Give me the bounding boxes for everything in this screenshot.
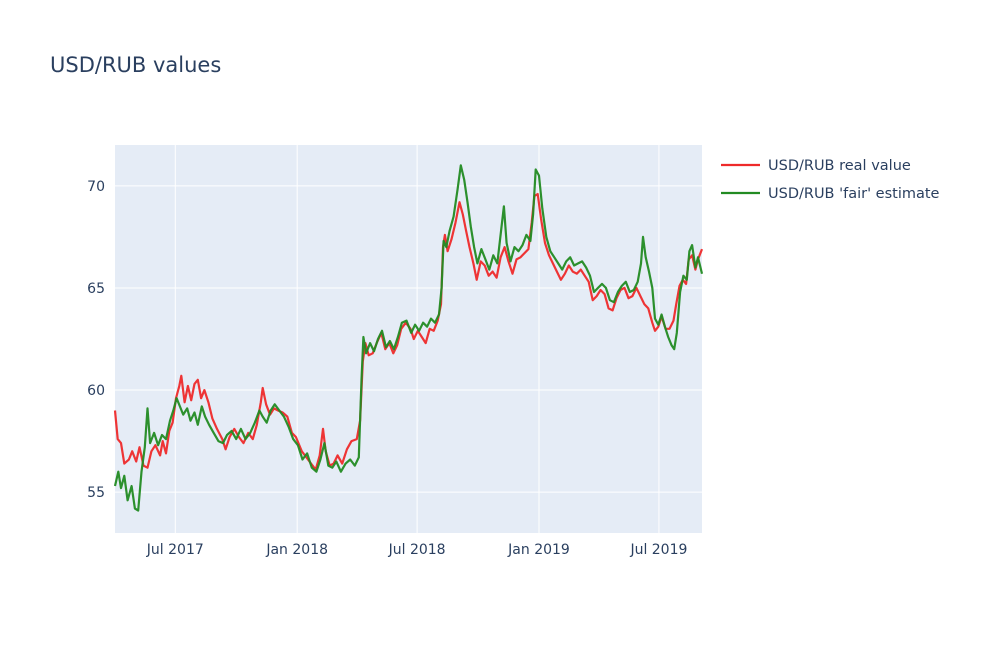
x-tick-label: Jan 2018 bbox=[265, 542, 328, 558]
y-tick-label: 65 bbox=[87, 281, 105, 297]
x-tick-label: Jul 2018 bbox=[388, 542, 446, 558]
series-lines bbox=[113, 164, 704, 512]
y-tick-label: 55 bbox=[87, 485, 105, 501]
legend-item-2[interactable]: USD/RUB 'fair' estimate bbox=[721, 186, 940, 202]
y-tick-label: 70 bbox=[87, 179, 105, 195]
legend[interactable]: USD/RUB real value USD/RUB 'fair' estimat… bbox=[721, 158, 940, 202]
legend-label: USD/RUB real value bbox=[768, 158, 911, 174]
y-axis: 55 60 65 70 bbox=[87, 179, 105, 501]
chart-title: USD/RUB values bbox=[50, 53, 221, 77]
x-tick-label: Jan 2019 bbox=[507, 542, 570, 558]
x-tick-label: Jul 2017 bbox=[146, 542, 204, 558]
y-tick-label: 60 bbox=[87, 383, 105, 399]
series-line-2 bbox=[113, 164, 704, 512]
x-tick-label: Jul 2019 bbox=[629, 542, 687, 558]
legend-label: USD/RUB 'fair' estimate bbox=[768, 186, 940, 202]
series-line-1 bbox=[113, 192, 704, 471]
x-axis: Jul 2017 Jan 2018 Jul 2018 Jan 2019 Jul 2019 bbox=[146, 542, 688, 558]
plot-area bbox=[113, 145, 704, 533]
plot-background bbox=[115, 145, 702, 533]
legend-item-1[interactable]: USD/RUB real value bbox=[721, 158, 911, 174]
